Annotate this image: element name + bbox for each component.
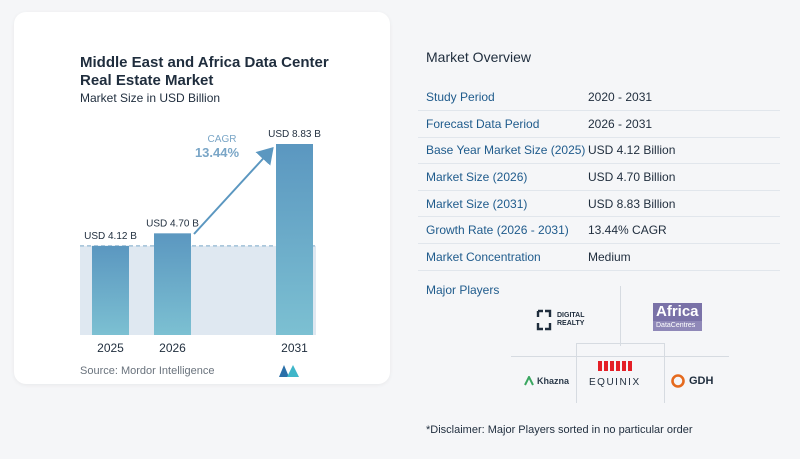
overview-key: Base Year Market Size (2025) (418, 137, 588, 165)
players-divider (664, 343, 665, 403)
overview-key: Market Concentration (418, 243, 588, 271)
africa-datacentres-logo: Africa DataCentres (653, 303, 702, 331)
gdh-icon (671, 374, 685, 388)
players-divider (576, 343, 665, 344)
equinix-logo: EQUINIX (589, 360, 641, 388)
cagr-label: CAGR (208, 134, 237, 145)
khazna-icon (524, 376, 534, 386)
equinix-icon (597, 361, 632, 371)
overview-key: Growth Rate (2026 - 2031) (418, 216, 588, 245)
overview-value: 13.44% CAGR (588, 216, 780, 245)
players-divider (576, 343, 577, 403)
digital-realty-text: REALTY (557, 320, 585, 327)
overview-value: 2026 - 2031 (588, 110, 780, 138)
bar (154, 233, 191, 335)
x-tick-label: 2031 (281, 341, 308, 355)
bar (276, 144, 313, 335)
overview-value: USD 4.70 Billion (588, 163, 780, 191)
players-divider (620, 286, 621, 346)
chart-title: Middle East and Africa Data Center Real … (80, 54, 329, 89)
overview-value: Medium (588, 243, 780, 271)
players-divider (511, 356, 729, 357)
overview-row: Growth Rate (2026 - 2031) 13.44% CAGR (418, 216, 780, 245)
overview-row: Base Year Market Size (2025) USD 4.12 Bil… (418, 137, 780, 165)
overview-key: Forecast Data Period (418, 110, 588, 138)
x-tick-label: 2025 (97, 341, 124, 355)
overview-row: Market Concentration Medium (418, 243, 780, 271)
overview-row: Market Size (2031) USD 8.83 Billion (418, 190, 780, 218)
gdh-text: GDH (689, 375, 714, 387)
overview-key: Market Size (2026) (418, 163, 588, 191)
bar (92, 245, 129, 335)
chart-subtitle: Market Size in USD Billion (80, 91, 221, 105)
source-label: Source: Mordor Intelligence (80, 365, 215, 377)
overview-key: Study Period (418, 84, 588, 112)
overview-title: Market Overview (426, 49, 532, 65)
cagr-value: 13.44% (195, 145, 240, 160)
overview-value: USD 4.12 Billion (588, 137, 780, 165)
x-tick-label: 2026 (159, 341, 186, 355)
gdh-logo: GDH (671, 374, 713, 388)
cagr-arrow (193, 147, 274, 235)
mordor-logo-icon (279, 365, 299, 377)
overview-table: Study Period 2020 - 2031 Forecast Data Per… (418, 84, 780, 271)
bar-data-label: USD 8.83 B (268, 129, 321, 140)
digital-realty-text: DIGITAL (557, 312, 585, 319)
overview-row: Forecast Data Period 2026 - 2031 (418, 110, 780, 138)
players-title: Major Players (426, 283, 500, 297)
overview-row: Study Period 2020 - 2031 (418, 84, 780, 112)
overview-key: Market Size (2031) (418, 190, 588, 218)
overview-value: USD 8.83 Billion (588, 190, 780, 218)
africa-text: Africa (653, 303, 702, 321)
bar-data-label: USD 4.12 B (84, 231, 137, 242)
bar-data-label: USD 4.70 B (146, 218, 199, 229)
khazna-logo: Khazna (524, 376, 569, 386)
digital-realty-icon (536, 309, 552, 331)
disclaimer: *Disclaimer: Major Players sorted in no … (426, 424, 693, 436)
khazna-text: Khazna (537, 376, 570, 386)
equinix-text: EQUINIX (589, 377, 641, 388)
datacentres-text: DataCentres (653, 321, 702, 331)
overview-row: Market Size (2026) USD 4.70 Billion (418, 163, 780, 191)
digital-realty-logo: DIGITAL REALTY (536, 309, 584, 331)
overview-value: 2020 - 2031 (588, 84, 780, 112)
